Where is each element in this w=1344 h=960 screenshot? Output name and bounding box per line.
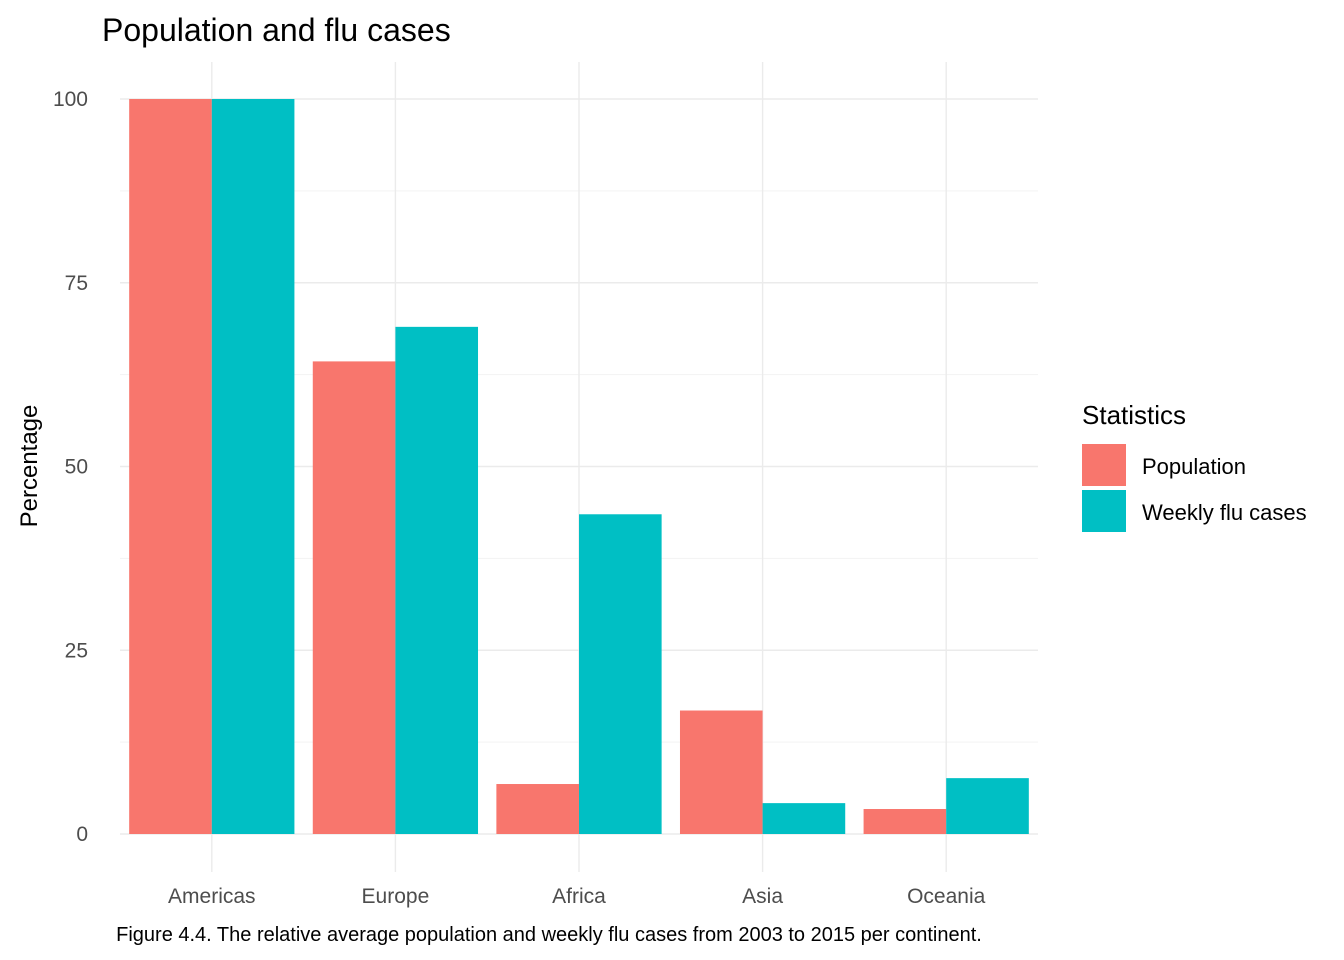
legend-key-weekly-flu-cases [1082, 490, 1126, 532]
bar-africa-weekly-flu-cases [579, 514, 662, 834]
y-tick-label: 100 [53, 88, 88, 111]
bar-asia-weekly-flu-cases [762, 803, 846, 834]
bar-americas-weekly-flu-cases [211, 99, 295, 834]
bar-europe-population [312, 361, 396, 834]
x-tick-label: Africa [552, 885, 606, 908]
bar-oceania-weekly-flu-cases [946, 778, 1029, 834]
y-tick-label: 75 [65, 272, 88, 295]
x-tick-label: Americas [168, 885, 256, 908]
bar-europe-weekly-flu-cases [395, 326, 479, 834]
figure-caption: Figure 4.4. The relative average populat… [116, 924, 982, 946]
y-axis-title: Percentage [16, 405, 43, 528]
bar-americas-population [129, 99, 212, 834]
x-tick-label: Asia [742, 885, 783, 908]
legend-label-population: Population [1142, 454, 1246, 479]
legend: Statistics Population Weekly flu cases [1082, 400, 1307, 532]
bar-asia-population [679, 710, 763, 834]
chart-title: Population and flu cases [102, 12, 451, 48]
x-tick-label: Europe [362, 885, 430, 908]
legend-label-weekly-flu-cases: Weekly flu cases [1142, 500, 1307, 525]
legend-key-population [1082, 444, 1126, 486]
y-tick-label: 0 [76, 823, 88, 846]
ticks-layer: 0 25 50 75 100 Americas Europe Africa Asia Oceani… [53, 88, 986, 908]
bars-layer [129, 99, 1029, 834]
x-tick-label: Oceania [907, 885, 986, 908]
bar-oceania-population [863, 809, 947, 834]
y-tick-label: 25 [65, 639, 88, 662]
bar-africa-population [496, 784, 579, 834]
legend-title: Statistics [1082, 400, 1186, 430]
y-tick-label: 50 [65, 456, 88, 479]
